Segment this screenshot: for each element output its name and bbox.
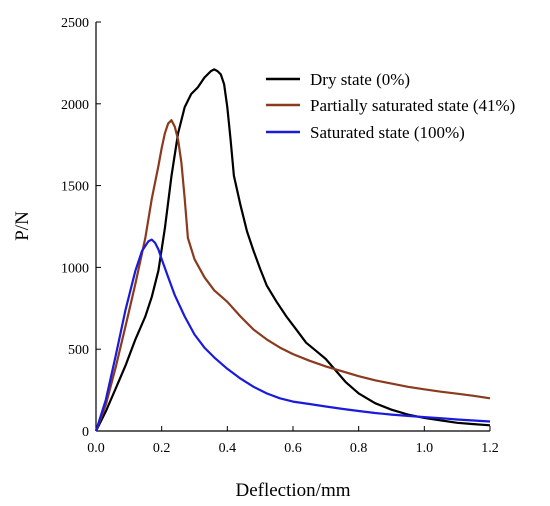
x-tick-label: 0.6 [284, 441, 302, 456]
legend-label-dry: Dry state (0%) [310, 70, 410, 89]
x-tick-label: 0.4 [219, 441, 237, 456]
series-lines [94, 68, 491, 432]
y-ticks: 0 500 1000 1500 2000 2500 [61, 16, 101, 440]
x-axis-title: Deflection/mm [235, 480, 350, 501]
series-line-partial [94, 119, 491, 432]
x-ticks: 0.0 0.2 0.4 0.6 0.8 1.0 1.2 [87, 426, 499, 456]
x-tick-label: 0.0 [87, 441, 105, 456]
y-tick-label: 2000 [61, 98, 89, 113]
axes [95, 22, 490, 432]
y-tick-label: 2500 [61, 16, 89, 31]
x-tick-label: 0.2 [153, 441, 171, 456]
y-tick-label: 1000 [61, 261, 89, 276]
x-tick-label: 1.0 [416, 441, 434, 456]
y-tick-label: 0 [82, 425, 89, 440]
legend-label-partial: Partially saturated state (41%) [310, 96, 515, 115]
x-tick-label: 1.2 [481, 441, 499, 456]
y-tick-label: 1500 [61, 180, 89, 195]
legend-label-saturated: Saturated state (100%) [310, 123, 465, 142]
legend: Dry state (0%) Partially saturated state… [266, 70, 515, 142]
y-axis-title: P/N [12, 211, 33, 241]
y-tick-label: 500 [68, 343, 89, 358]
series-line-saturated [94, 238, 491, 432]
x-tick-label: 0.8 [350, 441, 368, 456]
